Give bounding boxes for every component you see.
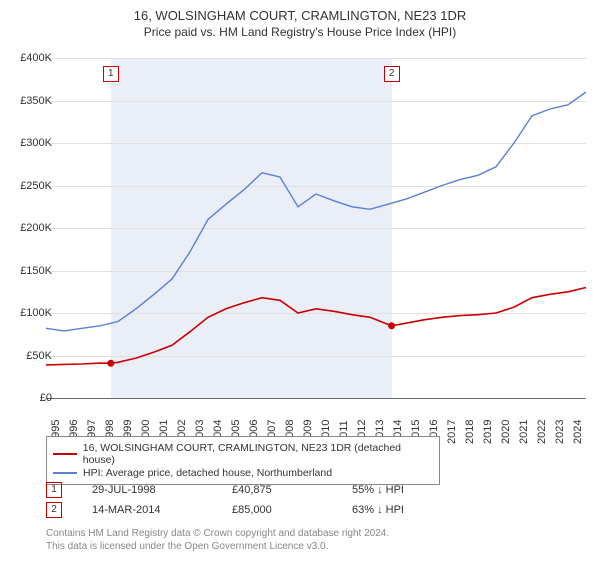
transaction-marker-box: 1 bbox=[46, 482, 62, 498]
y-axis-tick-label: £300K bbox=[20, 137, 52, 149]
y-axis-tick-label: £50K bbox=[26, 350, 52, 362]
x-axis-tick-label: 2018 bbox=[464, 420, 476, 444]
line-series-svg bbox=[46, 58, 586, 398]
y-axis-tick-label: £350K bbox=[20, 95, 52, 107]
x-axis-tick-label: 2019 bbox=[482, 420, 494, 444]
transaction-comparison: 63% ↓ HPI bbox=[352, 504, 404, 516]
transaction-row: 2 14-MAR-2014 £85,000 63% ↓ HPI bbox=[46, 502, 404, 518]
chart-plot-area: 12 bbox=[46, 58, 586, 398]
transaction-comparison: 55% ↓ HPI bbox=[352, 484, 404, 496]
transaction-date: 14-MAR-2014 bbox=[92, 504, 232, 516]
y-axis-tick-label: £400K bbox=[20, 52, 52, 64]
y-axis-tick-label: £250K bbox=[20, 180, 52, 192]
sale-point-marker bbox=[107, 360, 114, 367]
x-axis-tick-label: 2021 bbox=[518, 420, 530, 444]
legend-swatch bbox=[53, 453, 77, 455]
series-line bbox=[46, 92, 586, 331]
y-axis-tick-label: £200K bbox=[20, 222, 52, 234]
x-axis-tick-label: 2020 bbox=[500, 420, 512, 444]
footer-attribution: Contains HM Land Registry data © Crown c… bbox=[46, 528, 389, 553]
sale-marker-box: 2 bbox=[384, 66, 400, 82]
legend-item: 16, WOLSINGHAM COURT, CRAMLINGTON, NE23 … bbox=[53, 442, 433, 466]
footer-line-2: This data is licensed under the Open Gov… bbox=[46, 541, 389, 554]
chart-subtitle: Price paid vs. HM Land Registry's House … bbox=[0, 25, 600, 39]
transaction-row: 1 29-JUL-1998 £40,875 55% ↓ HPI bbox=[46, 482, 404, 498]
transaction-date: 29-JUL-1998 bbox=[92, 484, 232, 496]
footer-line-1: Contains HM Land Registry data © Crown c… bbox=[46, 528, 389, 541]
x-axis-tick-label: 2023 bbox=[554, 420, 566, 444]
transaction-rows: 1 29-JUL-1998 £40,875 55% ↓ HPI 2 14-MAR… bbox=[46, 478, 404, 522]
y-axis-tick-label: £100K bbox=[20, 307, 52, 319]
transaction-price: £85,000 bbox=[232, 504, 352, 516]
series-line bbox=[46, 288, 586, 365]
y-axis-tick-label: £150K bbox=[20, 265, 52, 277]
transaction-marker-box: 2 bbox=[46, 502, 62, 518]
transaction-price: £40,875 bbox=[232, 484, 352, 496]
y-axis-tick-label: £0 bbox=[40, 392, 52, 404]
chart-container: 16, WOLSINGHAM COURT, CRAMLINGTON, NE23 … bbox=[0, 8, 600, 568]
legend-swatch bbox=[53, 472, 77, 474]
legend-label: 16, WOLSINGHAM COURT, CRAMLINGTON, NE23 … bbox=[83, 442, 433, 466]
x-axis-tick-label: 2024 bbox=[572, 420, 584, 444]
sale-marker-box: 1 bbox=[103, 66, 119, 82]
x-axis-tick-label: 2017 bbox=[446, 420, 458, 444]
x-axis-tick-label: 2022 bbox=[536, 420, 548, 444]
chart-title: 16, WOLSINGHAM COURT, CRAMLINGTON, NE23 … bbox=[0, 8, 600, 23]
sale-point-marker bbox=[388, 322, 395, 329]
